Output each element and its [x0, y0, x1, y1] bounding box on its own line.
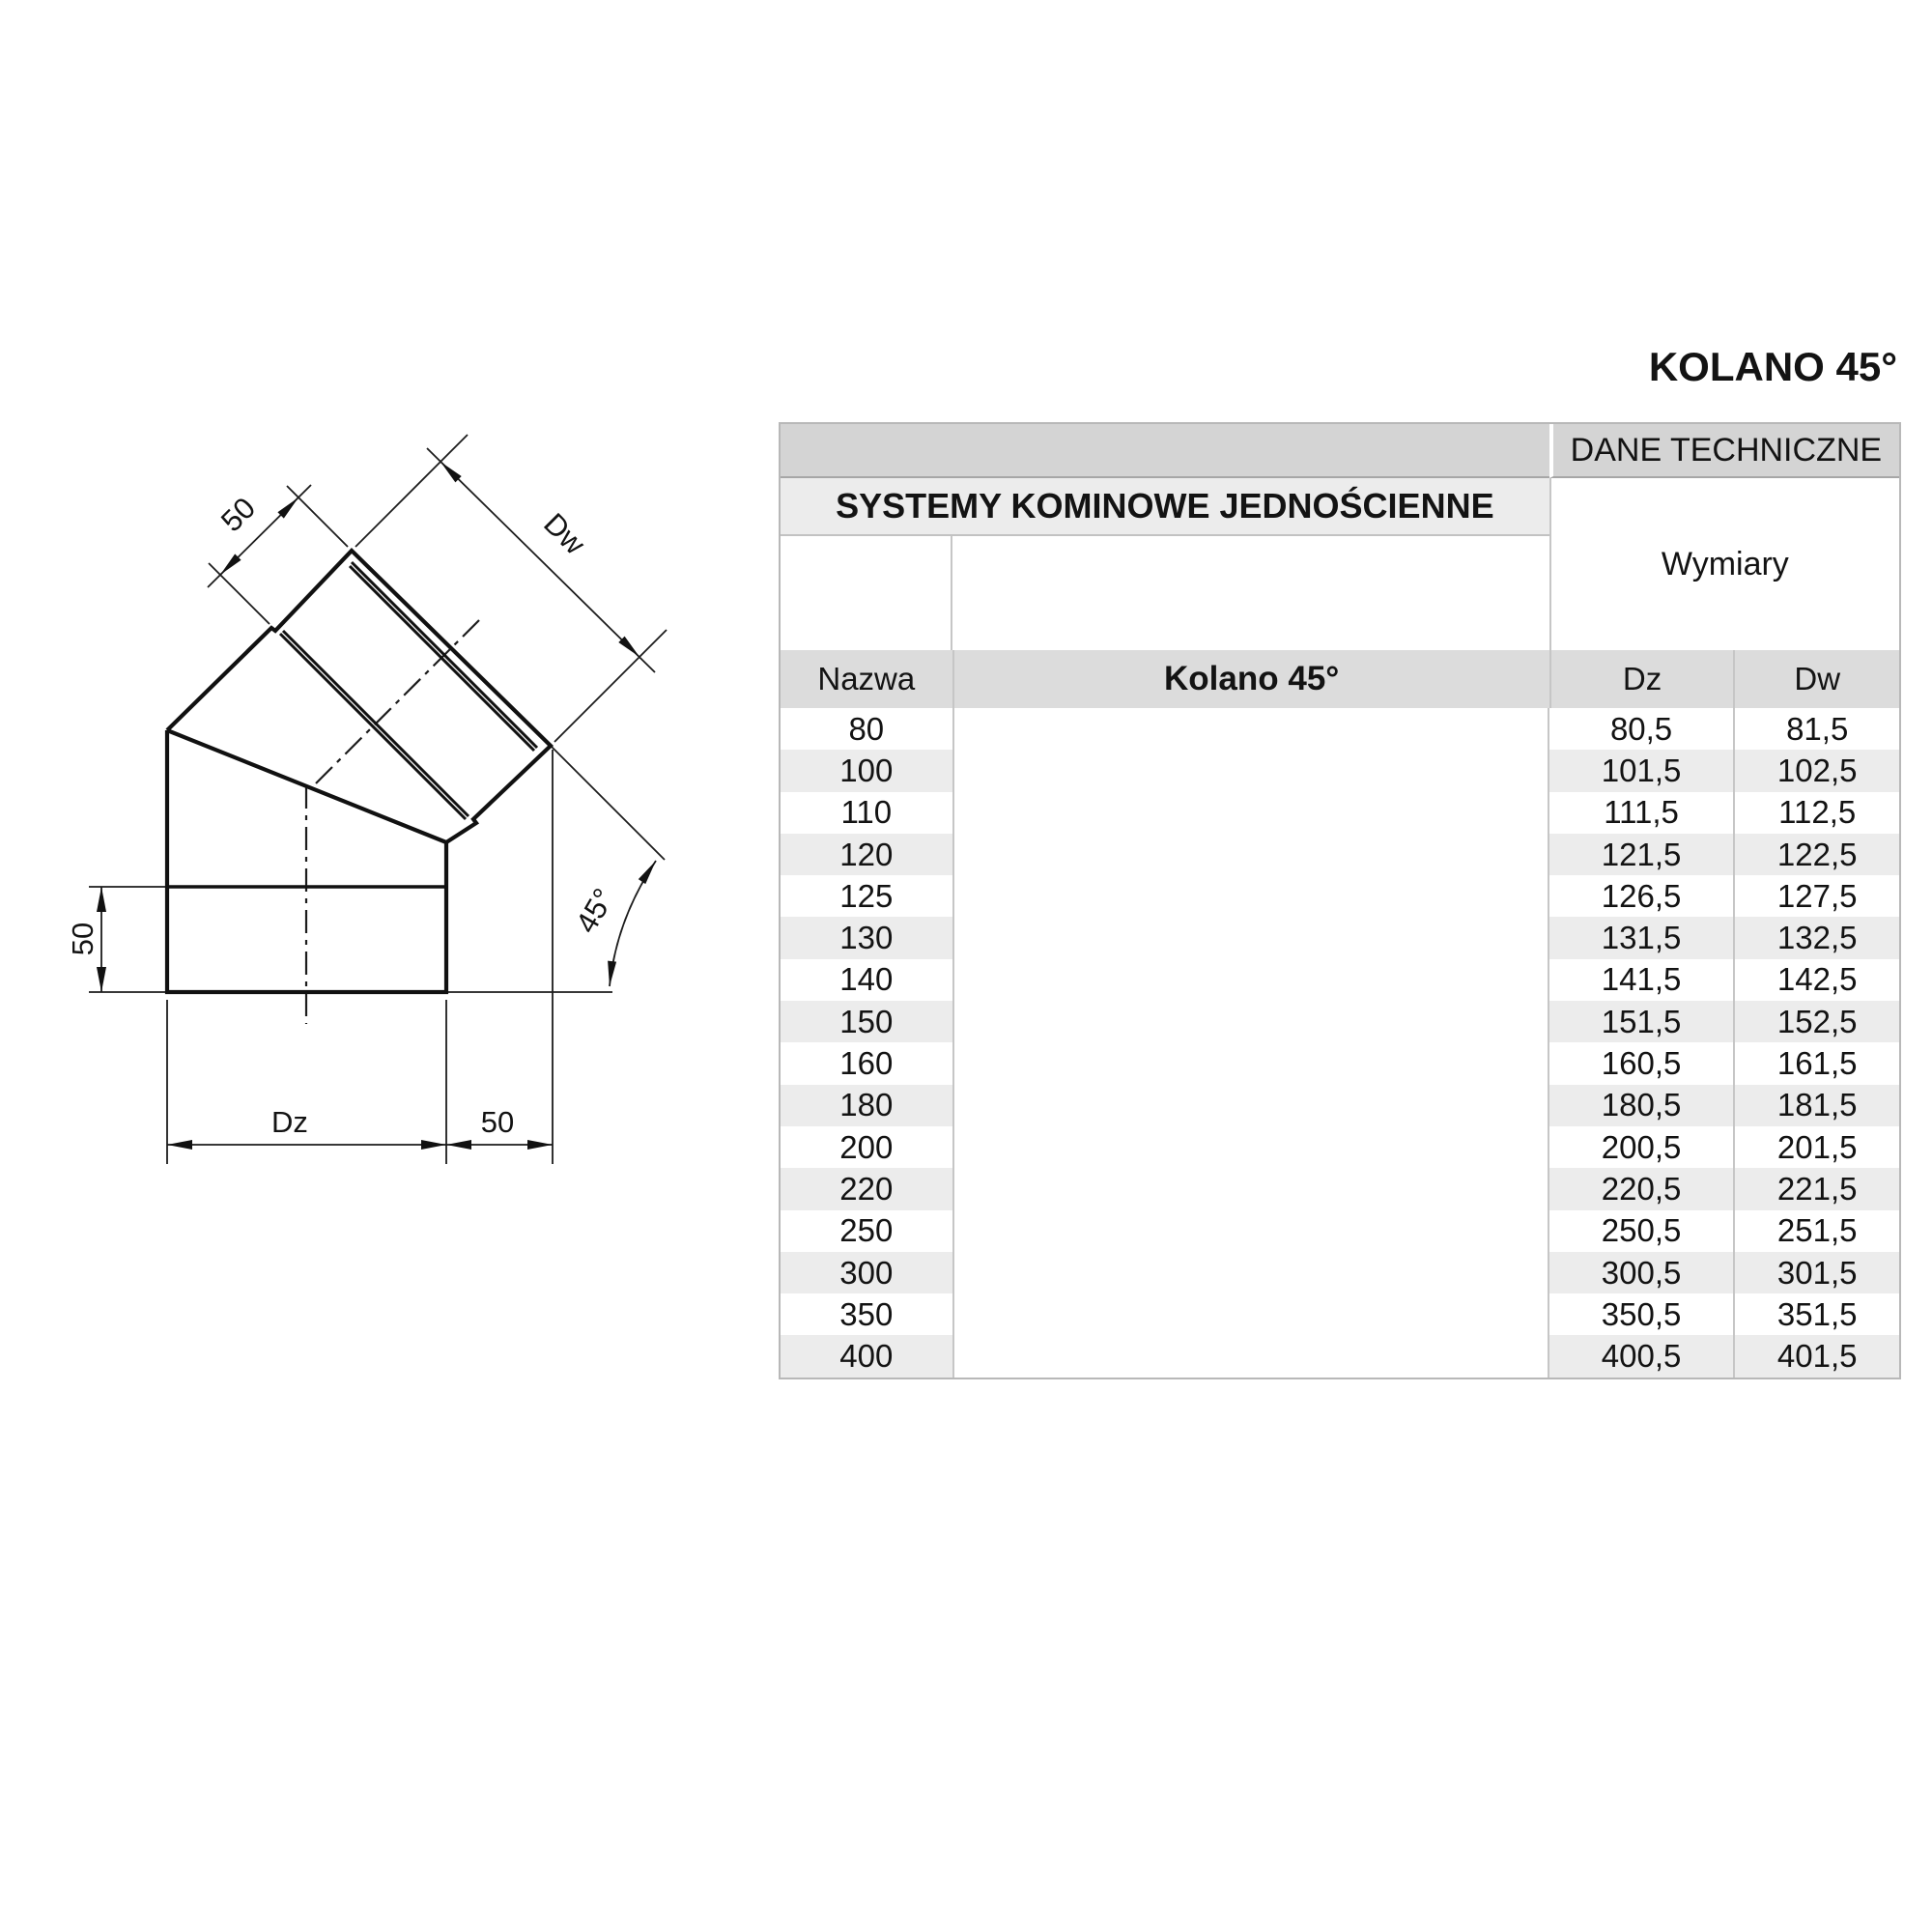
dimensions-label-cell: Wymiary: [1548, 478, 1899, 650]
cell-dw: 122,5: [1733, 833, 1899, 876]
cell-dz: 141,5: [1548, 958, 1734, 1002]
elbow-technical-drawing: 50 Dw 45° 50 Dz 50: [66, 434, 668, 1164]
cell-dz: 350,5: [1548, 1293, 1734, 1336]
section-title-cell: SYSTEMY KOMINOWE JEDNOŚCIENNE: [781, 478, 1549, 536]
cell-dw: 81,5: [1733, 708, 1899, 751]
dim-label-socket-depth-top: 50: [214, 491, 262, 538]
table-row: 110 111,5 112,5: [781, 791, 1899, 834]
table-row: 125 126,5 127,5: [781, 875, 1899, 918]
cell-dw: 221,5: [1733, 1168, 1899, 1210]
dim-label-angle: 45°: [569, 883, 621, 939]
cell-dz: 131,5: [1548, 917, 1734, 959]
socket-double-lines: [278, 560, 539, 821]
table-row: 180 180,5 181,5: [781, 1084, 1899, 1126]
table-row: 400 400,5 401,5: [781, 1335, 1899, 1378]
center-lines: [304, 615, 484, 1024]
table-row: 250 250,5 251,5: [781, 1209, 1899, 1252]
table-row: 130 131,5 132,5: [781, 917, 1899, 959]
cell-nazwa: 250: [781, 1209, 952, 1252]
table-row: 80 80,5 81,5: [781, 708, 1899, 1378]
band-empty-cell: [781, 424, 1549, 478]
cell-nazwa: 130: [781, 917, 952, 959]
cell-nazwa: 160: [781, 1042, 952, 1085]
table-row: 300 300,5 301,5: [781, 1251, 1899, 1294]
cell-nazwa: 200: [781, 1125, 952, 1169]
cell-dw: 102,5: [1733, 750, 1899, 792]
technical-data-table: DANE TECHNICZNE SYSTEMY KOMINOWE JEDNOŚC…: [779, 422, 1901, 1379]
column-header-dz: Dz: [1548, 650, 1734, 708]
cell-dz: 220,5: [1548, 1168, 1734, 1210]
page-title: KOLANO 45°: [1648, 344, 1897, 389]
cell-nazwa: 180: [781, 1084, 952, 1126]
cell-dz: 121,5: [1548, 833, 1734, 876]
cell-nazwa: 300: [781, 1251, 952, 1294]
cell-dw: 181,5: [1733, 1084, 1899, 1126]
cell-dw: 401,5: [1733, 1335, 1899, 1378]
cell-dw: 127,5: [1733, 875, 1899, 918]
dim-label-socket-depth-left: 50: [66, 923, 99, 955]
cell-dw: 351,5: [1733, 1293, 1899, 1336]
cell-nazwa: 220: [781, 1168, 952, 1210]
cell-nazwa: 400: [781, 1335, 952, 1378]
table-row: 160 160,5 161,5: [781, 1042, 1899, 1085]
cell-nazwa: 150: [781, 1001, 952, 1043]
column-header-nazwa: Nazwa: [781, 650, 952, 708]
cell-dz: 300,5: [1548, 1251, 1734, 1294]
cell-dz: 180,5: [1548, 1084, 1734, 1126]
cell-nazwa: 100: [781, 750, 952, 792]
cell-dz: 151,5: [1548, 1001, 1734, 1043]
cell-dw: 112,5: [1733, 791, 1899, 834]
table-section-row: SYSTEMY KOMINOWE JEDNOŚCIENNE Wymiary: [781, 478, 1899, 650]
table-row: 220 220,5 221,5: [781, 1168, 1899, 1210]
cell-nazwa: 120: [781, 833, 952, 876]
cell-dz: 126,5: [1548, 875, 1734, 918]
cell-dw: 142,5: [1733, 958, 1899, 1002]
cell-dz: 80,5: [1548, 708, 1734, 751]
cell-dz: 200,5: [1548, 1125, 1734, 1169]
kolano-image-cell: [952, 708, 1549, 1378]
cell-nazwa: 350: [781, 1293, 952, 1336]
cell-nazwa: 80: [781, 708, 952, 751]
cell-dw: 152,5: [1733, 1001, 1899, 1043]
table-row: 350 350,5 351,5: [781, 1293, 1899, 1336]
cell-dz: 111,5: [1548, 791, 1734, 834]
table-row: 100 101,5 102,5: [781, 750, 1899, 792]
cell-dw: 201,5: [1733, 1125, 1899, 1169]
dim-label-dw: Dw: [537, 506, 592, 561]
gap-cell: [952, 536, 1549, 650]
table-row: 150 151,5 152,5: [781, 1001, 1899, 1043]
cell-dw: 161,5: [1733, 1042, 1899, 1085]
column-header-kolano: Kolano 45°: [952, 650, 1549, 708]
elbow-outline: [164, 548, 554, 995]
cell-nazwa: 110: [781, 791, 952, 834]
table-header-row: Nazwa Kolano 45° Dz Dw: [781, 650, 1899, 708]
cell-dz: 250,5: [1548, 1209, 1734, 1252]
table-gap-row: [781, 536, 1899, 650]
cell-dz: 400,5: [1548, 1335, 1734, 1378]
cell-nazwa: 140: [781, 958, 952, 1002]
column-header-dw: Dw: [1733, 650, 1899, 708]
table-row: 140 141,5 142,5: [781, 958, 1899, 1002]
table-band-row: DANE TECHNICZNE: [781, 424, 1899, 478]
cell-nazwa: 125: [781, 875, 952, 918]
table-row: 200 200,5 201,5: [781, 1125, 1899, 1169]
table-row: 120 121,5 122,5: [781, 833, 1899, 876]
dim-label-dz: Dz: [271, 1105, 308, 1139]
cell-dw: 132,5: [1733, 917, 1899, 959]
band-title-cell: DANE TECHNICZNE: [1548, 424, 1899, 478]
dim-label-socket-offset-bottom: 50: [481, 1105, 514, 1139]
cell-dw: 251,5: [1733, 1209, 1899, 1252]
gap-cell: [781, 536, 952, 650]
dimension-arrows: [97, 462, 656, 1150]
cell-dw: 301,5: [1733, 1251, 1899, 1294]
cell-dz: 160,5: [1548, 1042, 1734, 1085]
cell-dz: 101,5: [1548, 750, 1734, 792]
